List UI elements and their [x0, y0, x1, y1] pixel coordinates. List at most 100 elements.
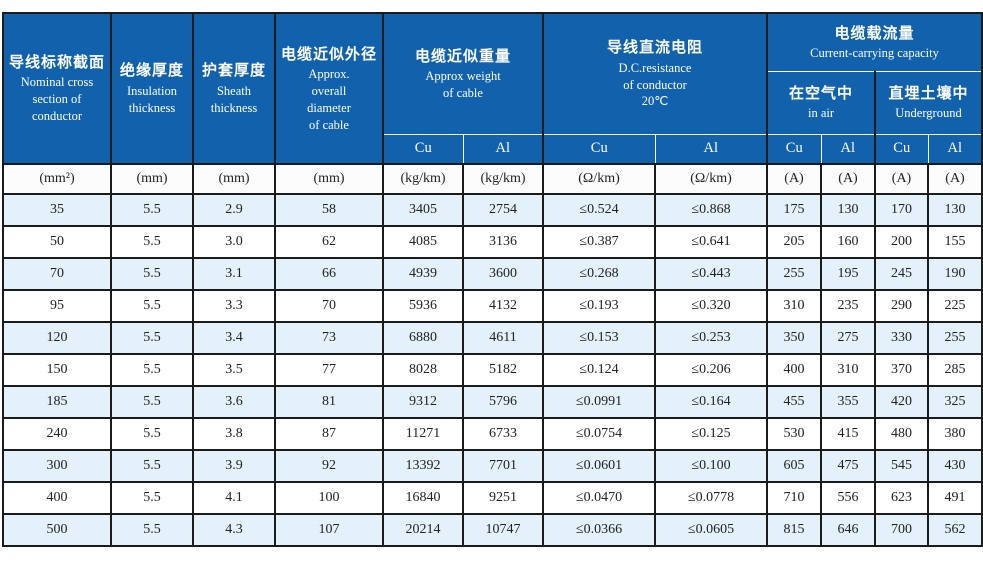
table-cell: 130 — [820, 193, 876, 227]
table-row: 70 5.5 3.1 66 4939 3600 ≤0.268 ≤0.443 255 195 245 1… — [2, 257, 983, 291]
table-cell: 530 — [766, 417, 822, 451]
table-cell: ≤0.320 — [654, 289, 768, 323]
table-cell: ≤0.253 — [654, 321, 768, 355]
table-cell: 13392 — [382, 449, 464, 483]
table-cell: ≤0.164 — [654, 385, 768, 419]
table-cell: 3.3 — [192, 289, 276, 323]
header-weight-zh: 电缆近似重量 — [414, 47, 511, 65]
header-sheath-en: Sheath thickness — [210, 83, 258, 115]
header-in-air: 在空气中 in air — [766, 70, 876, 135]
header-capacity-en: Current-carrying capacity — [810, 46, 939, 61]
header-sheath-zh: 护套厚度 — [201, 62, 266, 80]
table-cell: 255 — [766, 257, 822, 291]
table-cell: 66 — [274, 257, 384, 291]
unit-cell: (A) — [874, 163, 929, 195]
table-row: 35 5.5 2.9 58 3405 2754 ≤0.524 ≤0.868 175 130 170 1… — [2, 193, 983, 227]
table-cell: 646 — [820, 513, 876, 547]
table-cell: ≤0.193 — [542, 289, 656, 323]
header-insulation-zh: 绝缘厚度 — [119, 62, 184, 80]
table-cell: 420 — [874, 385, 929, 419]
table-cell: 185 — [2, 385, 112, 419]
header-overall-diameter: 电缆近似外径 Approx. overall diameter of cable — [274, 12, 384, 165]
header-nominal-cross-section: 导线标称截面 Nominal cross section of conducto… — [2, 12, 112, 165]
header-diameter-zh: 电缆近似外径 — [280, 45, 377, 63]
unit-cell: (A) — [927, 163, 983, 195]
table-cell: 160 — [820, 225, 876, 259]
table-cell: 5796 — [462, 385, 544, 419]
table-row: 300 5.5 3.9 92 13392 7701 ≤0.0601 ≤0.100 605 475 5… — [2, 449, 983, 483]
table-cell: 285 — [927, 353, 983, 387]
table-cell: 81 — [274, 385, 384, 419]
table-cell: ≤0.443 — [654, 257, 768, 291]
header-air-al: Al — [820, 133, 876, 165]
table-cell: ≤0.641 — [654, 225, 768, 259]
header-insulation-en: Insulation thickness — [127, 83, 177, 115]
table-cell: 190 — [927, 257, 983, 291]
table-cell: ≤0.524 — [542, 193, 656, 227]
table-cell: 70 — [274, 289, 384, 323]
table-cell: 170 — [874, 193, 929, 227]
table-cell: 73 — [274, 321, 384, 355]
table-cell: 430 — [927, 449, 983, 483]
header-diameter-en: Approx. overall diameter of cable — [307, 67, 351, 132]
table-cell: 5.5 — [110, 257, 194, 291]
table-cell: 355 — [820, 385, 876, 419]
table-cell: 605 — [766, 449, 822, 483]
table-cell: ≤0.153 — [542, 321, 656, 355]
header-underground-cu: Cu — [874, 133, 929, 165]
header-resistance-en: D.C.resistance of conductor 20℃ — [618, 60, 692, 109]
table-cell: 20214 — [382, 513, 464, 547]
header-nominal-en: Nominal cross section of conductor — [20, 75, 94, 124]
table-cell: 35 — [2, 193, 112, 227]
table-cell: 95 — [2, 289, 112, 323]
table-cell: 400 — [766, 353, 822, 387]
header-resistance-al: Al — [654, 133, 768, 165]
table-cell: 4611 — [462, 321, 544, 355]
unit-cell: (A) — [766, 163, 822, 195]
table-cell: 4132 — [462, 289, 544, 323]
table-cell: 6733 — [462, 417, 544, 451]
table-row: 240 5.5 3.8 87 11271 6733 ≤0.0754 ≤0.125 530 415 4… — [2, 417, 983, 451]
header-in-air-en: in air — [807, 106, 835, 121]
table-cell: 330 — [874, 321, 929, 355]
table-cell: ≤0.0754 — [542, 417, 656, 451]
table-cell: ≤0.100 — [654, 449, 768, 483]
table-cell: 290 — [874, 289, 929, 323]
table-cell: 77 — [274, 353, 384, 387]
header-current-capacity: 电缆载流量 Current-carrying capacity — [766, 12, 983, 72]
table-cell: 5.5 — [110, 353, 194, 387]
header-sheath-thickness: 护套厚度 Sheath thickness — [192, 12, 276, 165]
header-row-cu-al: Cu Al Cu Al Cu Al Cu Al — [3, 133, 983, 165]
table-cell: 10747 — [462, 513, 544, 547]
table-cell: 225 — [927, 289, 983, 323]
table-cell: 3.0 — [192, 225, 276, 259]
table-cell: 350 — [766, 321, 822, 355]
table-cell: 3.6 — [192, 385, 276, 419]
header-weight-al: Al — [462, 133, 544, 165]
table-cell: 3.9 — [192, 449, 276, 483]
table-cell: ≤0.0778 — [654, 481, 768, 515]
table-cell: 5.5 — [110, 225, 194, 259]
table-cell: 2754 — [462, 193, 544, 227]
table-cell: 205 — [766, 225, 822, 259]
table-cell: 556 — [820, 481, 876, 515]
table-cell: 2.9 — [192, 193, 276, 227]
unit-cell: (A) — [820, 163, 876, 195]
table-cell: 5.5 — [110, 449, 194, 483]
table-cell: 11271 — [382, 417, 464, 451]
header-in-air-zh: 在空气中 — [788, 84, 853, 102]
table-cell: 310 — [820, 353, 876, 387]
table-row: 50 5.5 3.0 62 4085 3136 ≤0.387 ≤0.641 205 160 200 1… — [2, 225, 983, 259]
unit-cell: (kg/km) — [462, 163, 544, 195]
table-cell: 380 — [927, 417, 983, 451]
table-row: 185 5.5 3.6 81 9312 5796 ≤0.0991 ≤0.164 455 355 42… — [2, 385, 983, 419]
table-cell: 5.5 — [110, 417, 194, 451]
table-cell: 70 — [2, 257, 112, 291]
table-cell: 300 — [2, 449, 112, 483]
header-row-air-underground: 在空气中 in air 直埋土壤中 Underground — [3, 70, 983, 135]
table-cell: 3405 — [382, 193, 464, 227]
table-row: 120 5.5 3.4 73 6880 4611 ≤0.153 ≤0.253 350 275 330… — [2, 321, 983, 355]
table-cell: 5.5 — [110, 385, 194, 419]
table-cell: 3600 — [462, 257, 544, 291]
header-underground: 直埋土壤中 Underground — [874, 70, 983, 135]
